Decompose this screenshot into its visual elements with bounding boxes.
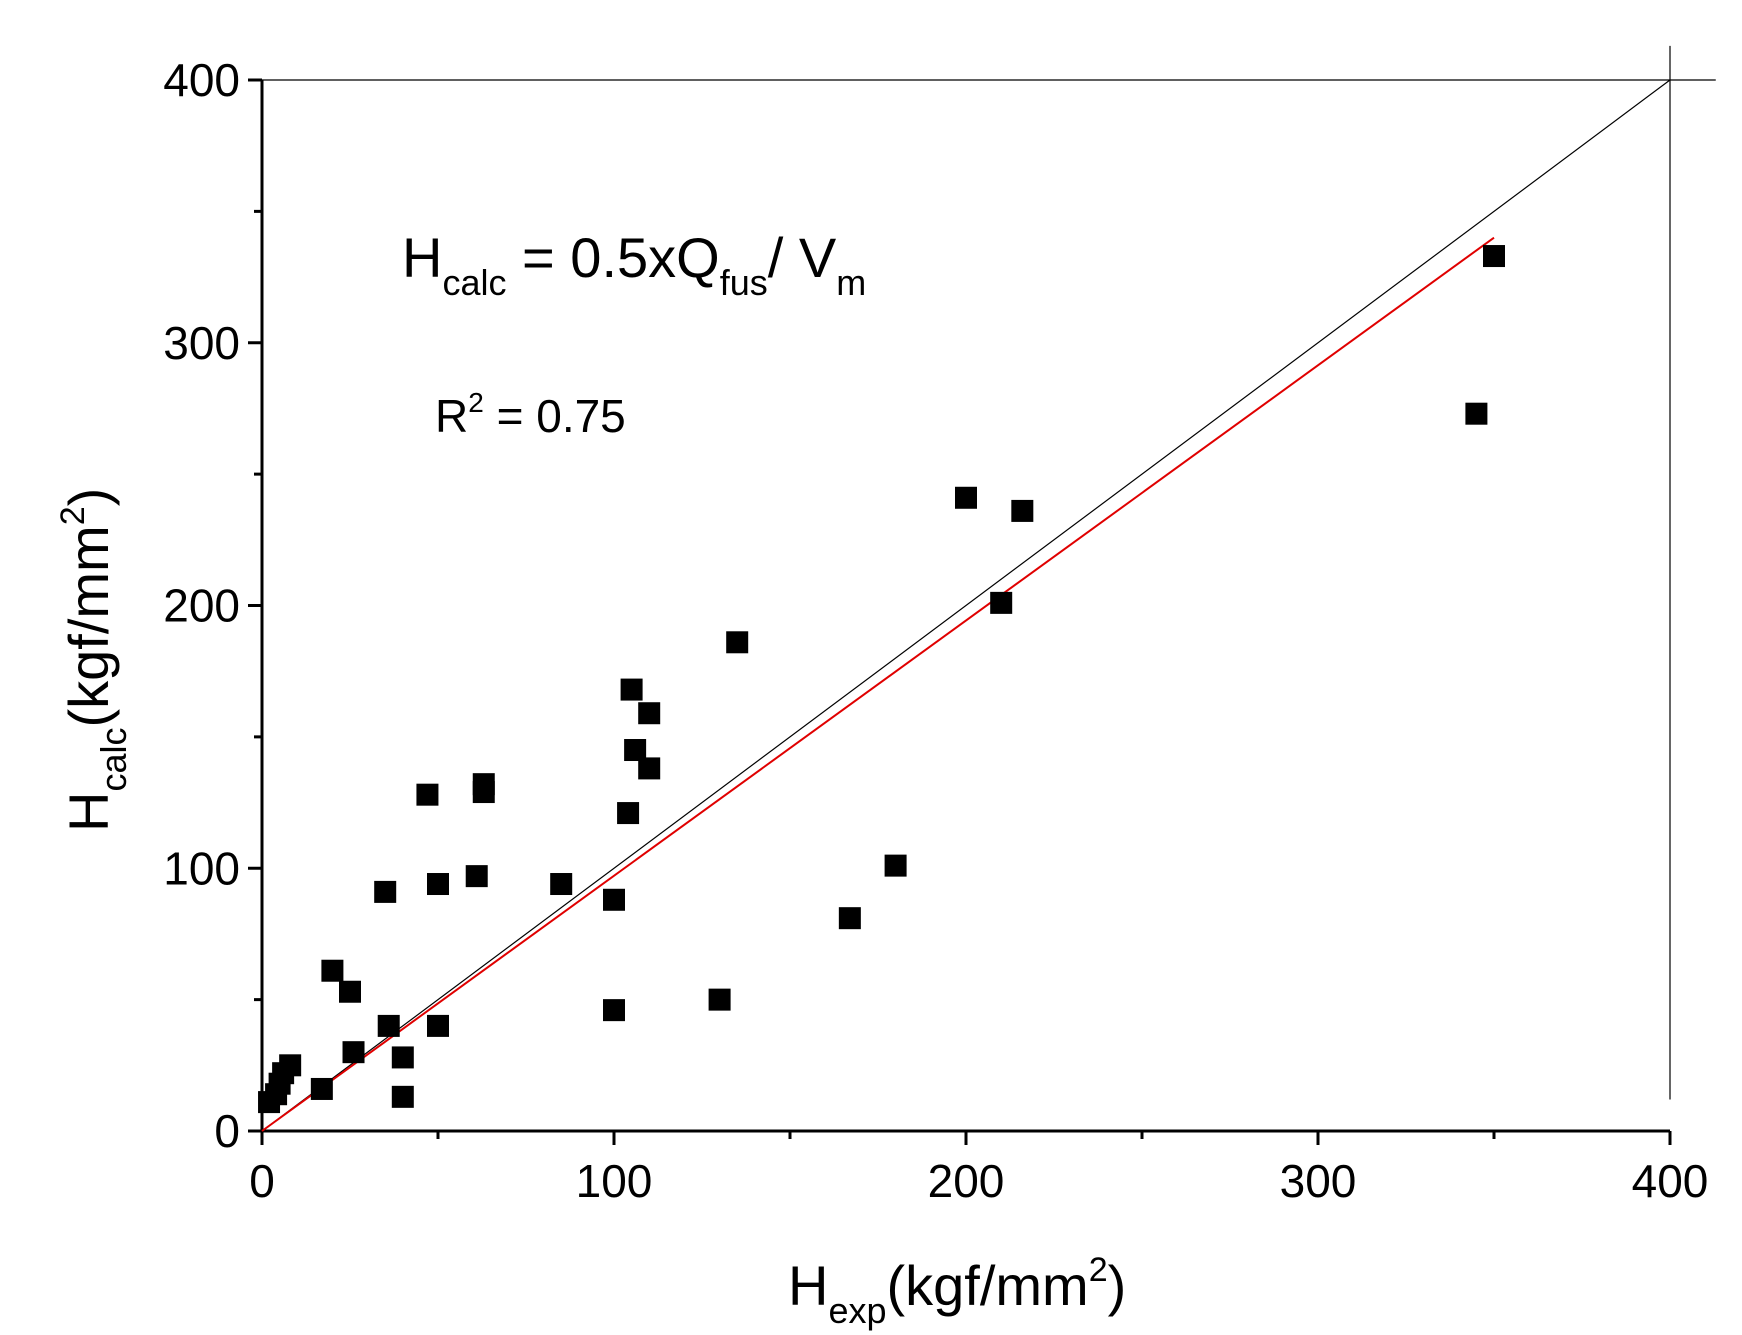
data-point [884, 854, 907, 877]
data-point [342, 1041, 365, 1064]
data-point [1483, 245, 1505, 268]
y-axis-label: Hcalc(kgf/mm2) [54, 488, 134, 832]
ylabel-sub: calc [93, 728, 134, 792]
data-point [603, 888, 625, 911]
tick-labels: 0 100 200 300 400 0 100 200 300 400 [163, 54, 1708, 1207]
formula-v-sub: m [836, 262, 866, 303]
data-point [617, 802, 640, 825]
data-point [955, 486, 977, 509]
ylabel-unit-open: (kgf/mm [57, 525, 120, 727]
x-tick-label: 400 [1632, 1155, 1709, 1207]
data-point [465, 865, 488, 888]
data-point [416, 783, 439, 806]
data-point [638, 757, 661, 780]
data-point [427, 873, 449, 896]
formula-annotation: Hcalc = 0.5xQfus/ Vm [402, 226, 866, 303]
data-point [550, 873, 573, 896]
data-point [624, 739, 647, 762]
y-tick-label: 200 [163, 580, 240, 632]
y-tick-label: 0 [214, 1105, 240, 1157]
data-point [726, 631, 749, 654]
xlabel-unit-close: ) [1108, 1254, 1127, 1317]
x-tick-label: 300 [1280, 1155, 1357, 1207]
data-point [427, 1014, 449, 1037]
ticks [248, 78, 1672, 1145]
x-axis-label: Hexp(kgf/mm2) [788, 1251, 1126, 1331]
xlabel-sub: exp [828, 1290, 886, 1331]
fit-lines [261, 79, 1671, 1132]
data-point [1465, 402, 1488, 425]
x-tick-label: 100 [576, 1155, 653, 1207]
fit-line [261, 236, 1495, 1132]
data-point [391, 1046, 414, 1069]
y-tick-label: 100 [163, 842, 240, 894]
r2-sup: 2 [468, 387, 484, 418]
xlabel-main: H [788, 1254, 828, 1317]
y-tick-label: 400 [163, 54, 240, 106]
data-point [310, 1077, 333, 1100]
r2-r: R [435, 390, 468, 442]
reference-lines [262, 45, 1716, 1100]
ylabel-unit-sup: 2 [54, 506, 92, 525]
r2-annotation: R2 = 0.75 [435, 387, 626, 442]
data-point [620, 678, 643, 701]
formula-slash: / V [768, 226, 837, 289]
data-point [708, 988, 731, 1011]
y-tick-label: 300 [163, 317, 240, 369]
formula-q-sub: fus [720, 262, 768, 303]
data-point [603, 999, 625, 1022]
ylabel-main: H [57, 792, 120, 832]
data-point [990, 591, 1013, 614]
data-points [258, 245, 1505, 1114]
ylabel-unit-close: ) [57, 488, 120, 507]
data-point [377, 1014, 400, 1037]
data-point [339, 980, 361, 1003]
data-point [321, 959, 344, 982]
data-point [374, 880, 397, 903]
x-tick-label: 0 [249, 1155, 275, 1207]
formula-eq: = 0.5xQ [506, 226, 719, 289]
formula-h-sub: calc [442, 262, 506, 303]
identity-line [261, 79, 1671, 1132]
data-point [1011, 499, 1034, 522]
formula-h: H [402, 226, 442, 289]
x-tick-label: 200 [928, 1155, 1005, 1207]
data-point [391, 1085, 414, 1108]
r2-rest: = 0.75 [484, 390, 626, 442]
data-point [838, 907, 861, 930]
data-point [279, 1054, 302, 1077]
data-point [638, 702, 661, 725]
xlabel-unit-open: (kgf/mm [887, 1254, 1089, 1317]
data-point [472, 781, 495, 804]
xlabel-unit-sup: 2 [1089, 1251, 1108, 1289]
